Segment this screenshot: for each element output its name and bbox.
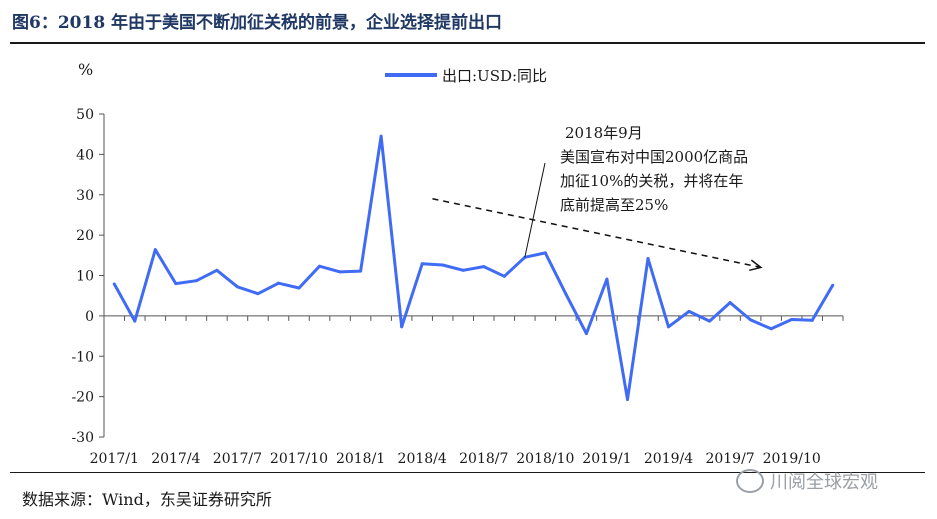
data-point — [769, 327, 773, 331]
data-point — [461, 268, 465, 272]
source-note: 数据来源：Wind，东吴证券研究所 — [22, 490, 272, 509]
data-point — [379, 134, 383, 138]
data-point — [543, 251, 547, 255]
data-point — [297, 286, 301, 290]
data-point — [359, 269, 363, 273]
y-tick-label: 20 — [76, 228, 94, 244]
plot-area — [112, 134, 835, 401]
data-point — [235, 285, 239, 289]
x-tick-label: 2019/4 — [644, 451, 693, 467]
y-tick-label: -10 — [71, 349, 94, 365]
data-point — [728, 301, 732, 305]
y-tick-label: 30 — [76, 188, 94, 204]
data-point — [338, 270, 342, 274]
y-tick-label: 50 — [76, 107, 94, 123]
data-point — [749, 318, 753, 322]
x-tick-label: 2018/10 — [516, 451, 574, 467]
y-unit-label: % — [78, 60, 93, 79]
x-tick-label: 2017/1 — [90, 451, 139, 467]
x-tick-label: 2019/7 — [705, 451, 754, 467]
axes: % — [78, 60, 843, 437]
x-tick-label: 2017/10 — [270, 451, 328, 467]
annotation-line: 加征10%的关税，并将在年 — [560, 172, 743, 190]
legend-label: 出口:USD:同比 — [442, 67, 547, 85]
data-point — [133, 319, 137, 323]
legend: 出口:USD:同比 — [385, 67, 547, 85]
y-tick-label: 40 — [76, 147, 94, 163]
watermark: 川阅全球宏观 — [736, 468, 878, 494]
annotation-leader — [524, 162, 546, 258]
trend-arrow — [432, 198, 762, 269]
data-point — [564, 292, 568, 296]
data-point — [584, 332, 588, 336]
axis-ticks: 50 40 30 20 10 0 -10 -20 -30 2017/1 2017/4 2017/7 20… — [71, 107, 844, 467]
data-point — [318, 264, 322, 268]
data-point — [441, 263, 445, 267]
annotation-line: 底前提高至25% — [560, 196, 668, 214]
data-point — [708, 319, 712, 323]
y-tick-label: 0 — [85, 309, 94, 325]
data-point — [605, 277, 609, 281]
data-point — [153, 248, 157, 252]
trend-arrow-head — [749, 259, 763, 272]
data-point — [625, 397, 629, 401]
data-point — [256, 292, 260, 296]
x-tick-label: 2018/1 — [336, 451, 385, 467]
data-point — [646, 257, 650, 261]
data-point — [420, 262, 424, 266]
annotation-line: 2018年9月 — [565, 124, 643, 142]
x-tick-label: 2018/4 — [398, 451, 447, 467]
annotation: 2018年9月美国宣布对中国2000亿商品加征10%的关税，并将在年底前提高至2… — [432, 124, 763, 272]
y-tick-label: -20 — [71, 390, 94, 406]
series-line — [112, 134, 834, 401]
data-point — [112, 282, 116, 286]
data-point — [194, 279, 198, 283]
data-point — [831, 283, 835, 287]
data-point — [790, 318, 794, 322]
data-point — [174, 282, 178, 286]
x-tick-label: 2017/7 — [213, 451, 262, 467]
x-tick-label: 2017/4 — [151, 451, 200, 467]
data-point — [667, 325, 671, 329]
x-tick-label: 2018/7 — [459, 451, 508, 467]
data-point — [502, 274, 506, 278]
data-point — [400, 325, 404, 329]
data-point — [215, 268, 219, 272]
data-point — [810, 318, 814, 322]
watermark-text: 川阅全球宏观 — [770, 472, 878, 493]
y-tick-label: 10 — [76, 269, 94, 285]
top-rule — [10, 42, 925, 44]
x-tick-label: 2019/1 — [582, 451, 631, 467]
x-tick-label: 2019/10 — [763, 451, 821, 467]
bottom-rule — [10, 472, 925, 473]
data-point — [687, 309, 691, 313]
data-point — [482, 265, 486, 269]
y-tick-label: -30 — [71, 430, 94, 446]
data-point — [276, 281, 280, 285]
wechat-icon — [736, 469, 764, 493]
figure-title: 图6：2018 年由于美国不断加征关税的前景，企业选择提前出口 — [12, 13, 503, 33]
annotation-line: 美国宣布对中国2000亿商品 — [560, 148, 748, 166]
